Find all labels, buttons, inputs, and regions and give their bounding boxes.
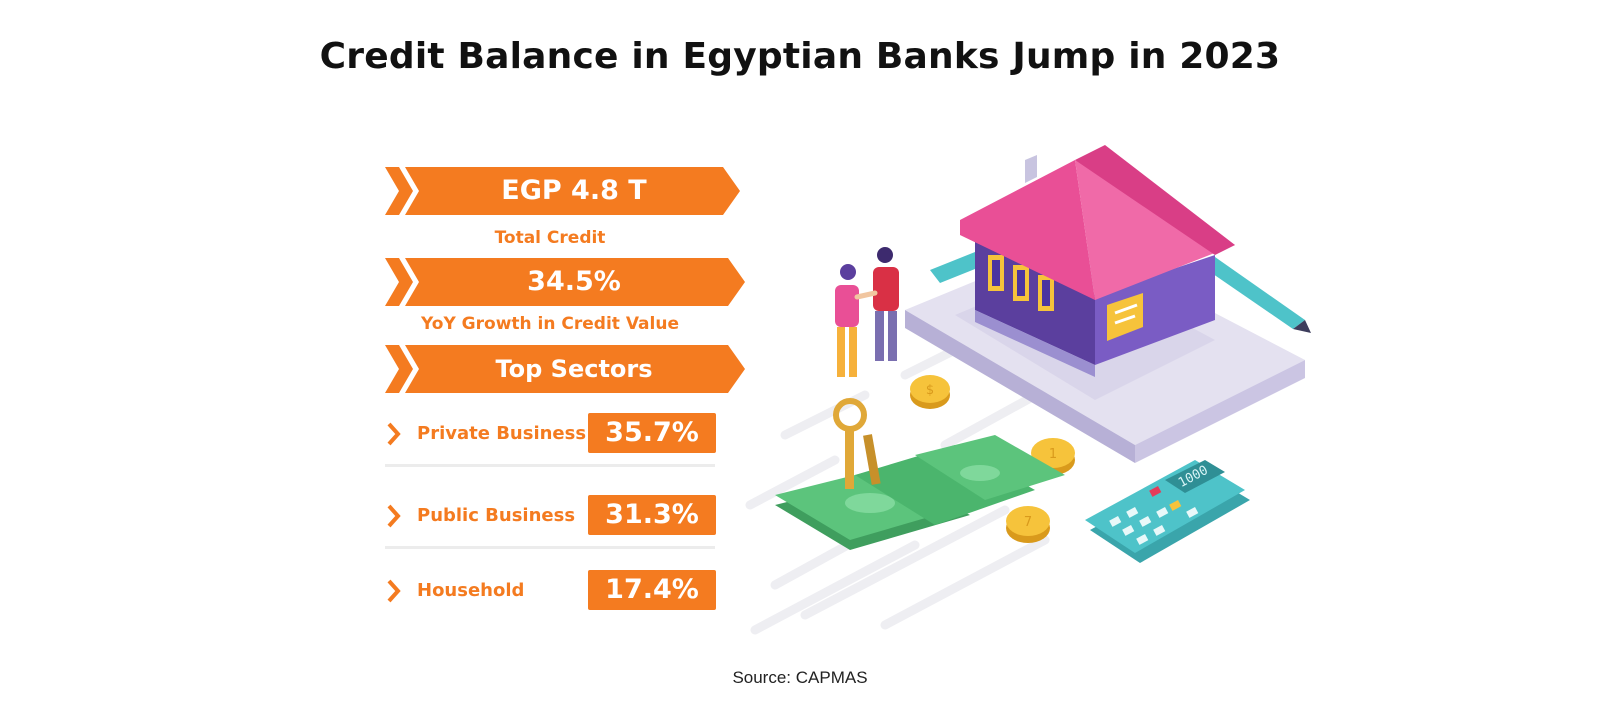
coin-label: $ <box>926 383 934 398</box>
divider <box>385 546 715 549</box>
credit-house-illustration: $ 1 7 1000 <box>745 145 1311 635</box>
chevron-right-icon <box>387 504 401 528</box>
coin-label: 1 <box>1049 447 1057 462</box>
total-credit-value: EGP 4.8 T <box>501 175 647 206</box>
sector-value: 17.4% <box>588 570 716 610</box>
total-credit-label: Total Credit <box>494 228 606 248</box>
divider <box>385 464 715 467</box>
banner-shape <box>385 258 745 306</box>
sector-name: Public Business <box>417 505 576 526</box>
page-title: Credit Balance in Egyptian Banks Jump in… <box>319 36 1281 77</box>
sector-value: 35.7% <box>588 413 716 453</box>
top-sectors-banner: Top Sectors <box>385 345 755 393</box>
source-note: Source: CAPMAS <box>732 668 868 687</box>
pencil-tip <box>1293 320 1311 333</box>
yoy-growth-value: 34.5% <box>527 266 621 297</box>
keys <box>833 398 881 489</box>
money-bills <box>775 435 1065 550</box>
top-sectors-heading: Top Sectors <box>495 355 653 383</box>
chevron-right-icon <box>387 579 401 603</box>
yoy-growth-label: YoY Growth in Credit Value <box>421 314 679 334</box>
background-lines <box>745 330 1050 635</box>
sector-row: Household 17.4% <box>385 570 725 612</box>
calculator-icon: 1000 <box>1085 460 1250 563</box>
pencil <box>1200 257 1305 329</box>
sector-name: Household <box>417 580 525 601</box>
people-handshake <box>835 247 899 377</box>
yoy-growth-banner: 34.5% <box>385 258 755 306</box>
chevron-right-icon <box>387 422 401 446</box>
banner-shape <box>385 167 740 215</box>
sector-row: Private Business 35.7% <box>385 413 725 455</box>
banner-shape <box>385 345 745 393</box>
house <box>960 145 1235 377</box>
sector-name: Private Business <box>417 423 587 444</box>
sector-row: Public Business 31.3% <box>385 495 725 537</box>
total-credit-banner: EGP 4.8 T <box>385 167 755 215</box>
coin-label: 7 <box>1024 515 1032 530</box>
sector-value: 31.3% <box>588 495 716 535</box>
